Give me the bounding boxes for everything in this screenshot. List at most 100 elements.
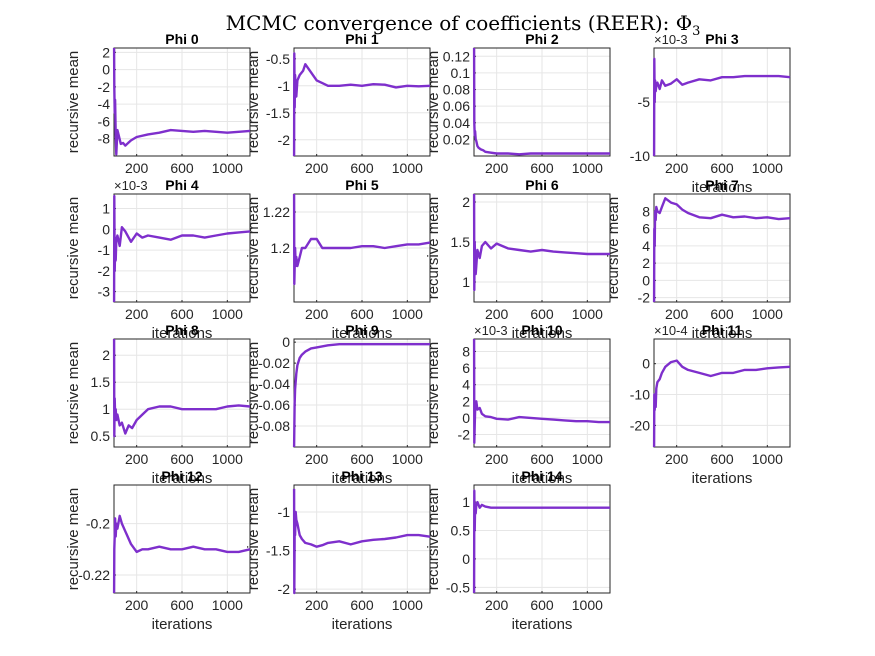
y-axis-label: recursive mean [245, 342, 262, 445]
y-tick-label: -4 [98, 96, 111, 112]
subplot-phi-0: 200 600 1000 2 0-2-4-6 -8 Phi 0 recursive mean [65, 31, 251, 176]
figure-title: MCMC convergence of coefficients (REER):… [226, 11, 701, 39]
y-tick-label: 2 [102, 347, 110, 363]
x-tick-label: 1000 [752, 451, 783, 467]
subplot-phi-1: 200 600 1000 -0.5 -1 -1.5 -2 Phi 1 recursive mea… [245, 31, 431, 176]
y-tick-label: -3 [98, 284, 111, 300]
x-tick-label: 1000 [572, 451, 603, 467]
figure-title-text: MCMC convergence of coefficients (REER):… [226, 11, 693, 35]
x-tick-label: 600 [530, 160, 554, 176]
y-tick-label: -1 [98, 242, 111, 258]
subplot-title: Phi 11 [702, 322, 743, 338]
x-tick-label: 200 [665, 451, 689, 467]
x-tick-label: 600 [530, 451, 554, 467]
subplot-title: Phi 12 [161, 468, 202, 484]
series-line [292, 488, 431, 595]
series-line [292, 343, 430, 448]
y-tick-label: -1 [278, 504, 291, 520]
y-tick-label: 0 [462, 551, 470, 567]
y-tick-label: 0 [102, 221, 110, 237]
x-tick-label: 200 [665, 160, 689, 176]
y-tick-label: -2 [638, 290, 651, 306]
y-tick-label: -0.04 [258, 376, 290, 392]
subplot-title: Phi 5 [345, 177, 379, 193]
x-tick-label: 600 [350, 451, 374, 467]
subplot-title: Phi 6 [525, 177, 559, 193]
y-axis-label: recursive mean [425, 488, 442, 591]
y-tick-label: 1 [462, 494, 470, 510]
subplot-title: Phi 3 [705, 31, 739, 47]
x-axis-label: iterations [692, 179, 753, 196]
y-tick-label: 0 [102, 62, 110, 78]
y-tick-label: 4 [462, 377, 470, 393]
x-tick-label: 200 [485, 160, 509, 176]
x-tick-label: 600 [350, 597, 374, 613]
series-line [112, 338, 251, 438]
x-axis-label: iterations [332, 470, 393, 487]
subplot-title: Phi 7 [705, 177, 739, 193]
x-tick-label: 1000 [212, 160, 243, 176]
y-tick-label: 0.1 [451, 65, 471, 81]
x-tick-label: 1000 [752, 160, 783, 176]
y-tick-label: 0.12 [443, 48, 470, 64]
y-tick-label: -10 [630, 148, 650, 164]
y-axis-label: recursive mean [425, 342, 442, 445]
y-tick-label: 0.04 [443, 115, 470, 131]
x-axis-label: iterations [512, 470, 573, 487]
y-tick-label: 0 [642, 272, 650, 288]
x-tick-label: 1000 [572, 306, 603, 322]
y-tick-label: 1.2 [271, 240, 291, 256]
x-axis-label: iterations [152, 325, 213, 342]
x-tick-label: 1000 [392, 306, 423, 322]
y-tick-label: -2 [278, 132, 291, 148]
subplot-phi-3: 200 600 1000 -5 -10 Phi 3 ×10-3 iterations [630, 31, 791, 196]
y-tick-label: -0.2 [86, 516, 110, 532]
x-tick-label: 600 [170, 306, 194, 322]
y-tick-label: 2 [462, 194, 470, 210]
y-tick-label: 0.5 [451, 522, 471, 538]
y-tick-label: -2 [458, 427, 471, 443]
subplot-title: Phi 0 [165, 31, 199, 47]
y-tick-label: 0.5 [91, 428, 111, 444]
subplot-title: Phi 8 [165, 322, 199, 338]
subplot-title: Phi 9 [345, 322, 379, 338]
x-tick-label: 200 [665, 306, 689, 322]
subplot-phi-2: 200 600 1000 0.120.10.080.060.040.02 Phi 2 re… [425, 31, 611, 176]
series-line [652, 57, 791, 157]
y-tick-label: -5 [638, 94, 651, 110]
y-tick-label: -10 [630, 387, 650, 403]
y-tick-label: -2 [98, 263, 111, 279]
y-tick-label: 0.06 [443, 98, 470, 114]
subplot-title: Phi 1 [345, 31, 379, 47]
x-tick-label: 600 [530, 597, 554, 613]
axis-multiplier: ×10-3 [474, 323, 508, 338]
x-axis-label: iterations [332, 325, 393, 342]
subplot-phi-5: 200 600 1000 1.22 1.2 Phi 5 iterations recursiv… [245, 177, 431, 342]
x-tick-label: 1000 [212, 451, 243, 467]
x-tick-label: 200 [305, 306, 329, 322]
x-tick-label: 600 [350, 306, 374, 322]
y-tick-label: 0 [642, 356, 650, 372]
x-tick-label: 200 [485, 306, 509, 322]
x-tick-label: 600 [170, 451, 194, 467]
y-tick-label: -0.5 [446, 579, 470, 595]
x-tick-label: 600 [710, 451, 734, 467]
x-axis-label: iterations [692, 470, 753, 487]
subplot-title: Phi 14 [521, 468, 562, 484]
y-tick-label: 2 [642, 255, 650, 271]
series-line [472, 338, 610, 444]
y-tick-label: 6 [462, 360, 470, 376]
x-tick-label: 1000 [212, 306, 243, 322]
subplot-title: Phi 4 [165, 177, 199, 193]
y-axis-label: recursive mean [65, 197, 82, 300]
y-tick-label: 0.02 [443, 131, 470, 147]
x-tick-label: 200 [125, 451, 149, 467]
x-tick-label: 600 [530, 306, 554, 322]
x-tick-label: 1000 [572, 160, 603, 176]
series-line [472, 193, 610, 292]
y-axis-label: recursive mean [245, 51, 262, 154]
y-tick-label: -0.02 [258, 355, 290, 371]
